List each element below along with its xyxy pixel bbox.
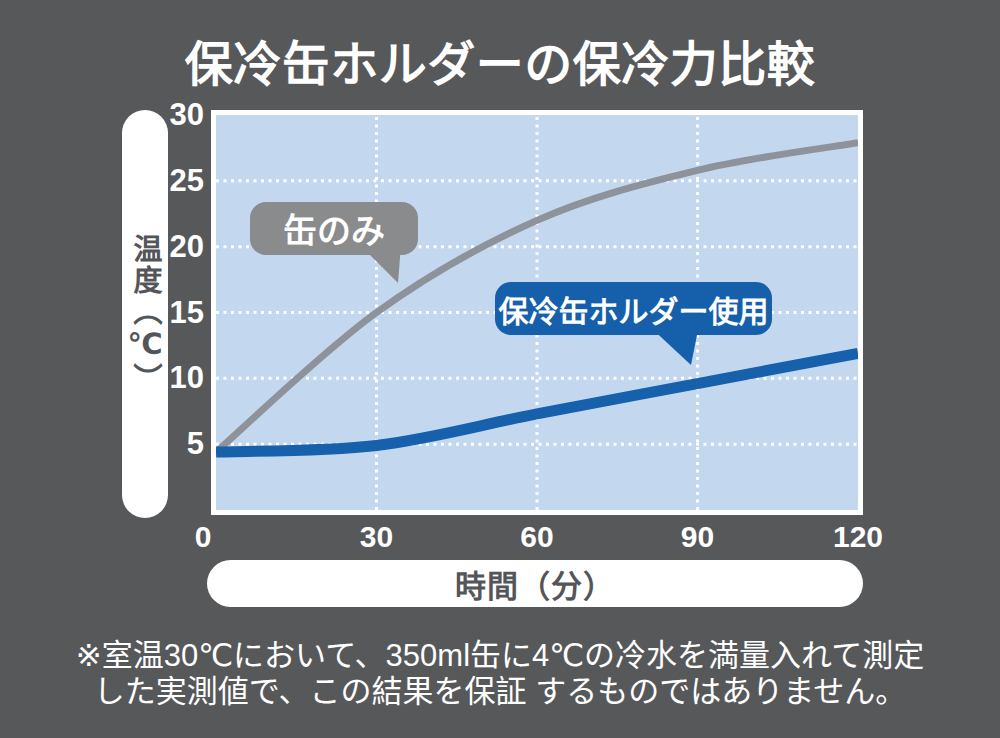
y-tick-label-15: 15 [144, 296, 204, 330]
x-tick-label-60: 60 [497, 521, 577, 553]
x-axis-label: 時間（分） [455, 561, 615, 606]
y-tick-label-30: 30 [144, 98, 204, 132]
x-tick-label-30: 30 [337, 521, 417, 553]
callout-holder-label: 保冷缶ホルダー使用 [499, 287, 769, 331]
y-tick-label-10: 10 [144, 361, 204, 395]
footnote-line1: ※室温30℃において、350ml缶に4℃の冷水を満量入れて測定 [0, 638, 1000, 674]
callout-can-only-label: 缶のみ [283, 204, 385, 253]
y-tick-label-20: 20 [144, 230, 204, 264]
x-tick-label-90: 90 [658, 521, 738, 553]
x-axis-label-pill: 時間（分） [207, 560, 863, 607]
callout-holder: 保冷缶ホルダー使用 [495, 282, 772, 335]
footnote-line2: した実測値で、この結果を保証 するものではありません。 [0, 674, 1000, 710]
y-tick-label-5: 5 [144, 427, 204, 461]
y-tick-label-25: 25 [144, 164, 204, 198]
infographic-page: 保冷缶ホルダーの保冷力比較 温度（℃） 51015202530 03060901… [0, 0, 1000, 738]
callout-can-only: 缶のみ [250, 202, 418, 255]
x-tick-label-0: 0 [163, 521, 243, 553]
x-tick-label-120: 120 [818, 521, 898, 553]
